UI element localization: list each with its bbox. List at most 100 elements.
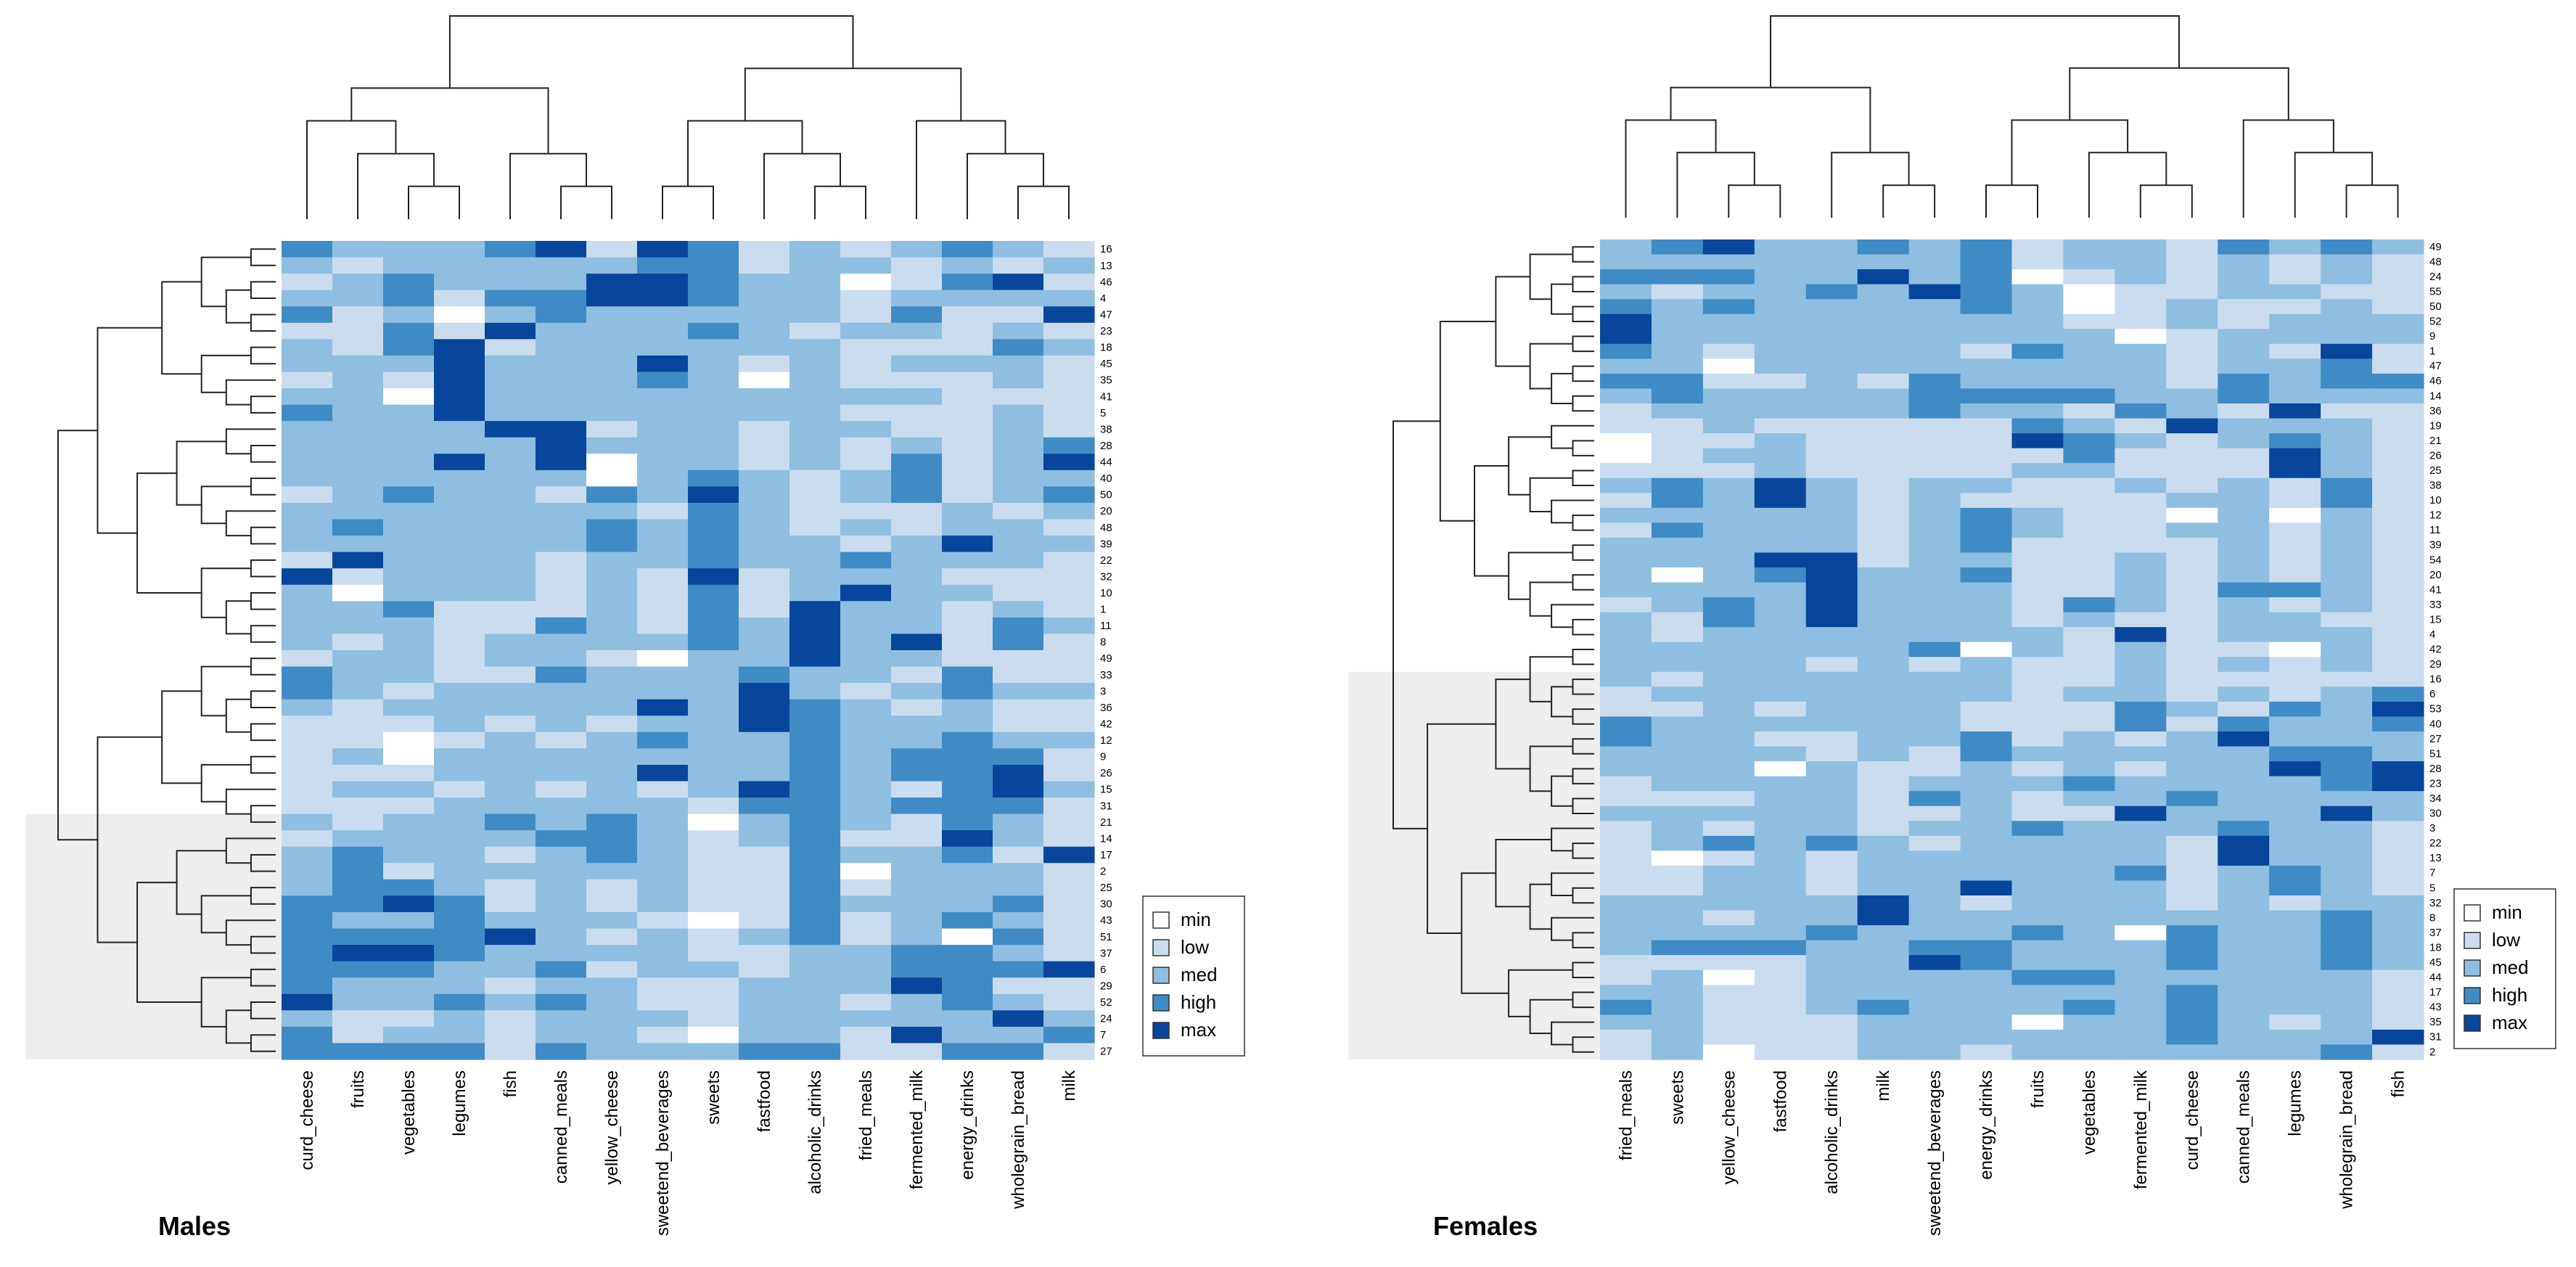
heatmap-cell — [586, 536, 638, 553]
heatmap-cell — [2114, 910, 2167, 926]
heatmap-cell — [688, 257, 739, 274]
heatmap-cell — [383, 748, 435, 766]
heatmap-cell — [1651, 597, 1704, 613]
heatmap-cell — [942, 715, 993, 733]
heatmap-cell — [332, 666, 384, 684]
legend-label: low — [2492, 929, 2520, 951]
heatmap-cell — [2372, 805, 2424, 821]
heatmap-cell — [688, 241, 739, 258]
heatmap-cell — [993, 404, 1044, 422]
heatmap-cell — [434, 863, 485, 880]
heatmap-cell — [688, 683, 739, 700]
heatmap-cell — [1908, 552, 1961, 568]
heatmap-cell — [383, 274, 435, 291]
heatmap-cell — [789, 388, 841, 406]
heatmap-cell — [485, 241, 536, 258]
heatmap-cell — [2218, 254, 2270, 270]
heatmap-cell — [2114, 761, 2167, 777]
heatmap-cell — [332, 306, 384, 324]
heatmap-cell — [1651, 313, 1704, 329]
heatmap-cell — [1600, 313, 1652, 329]
heatmap-cell — [2063, 507, 2115, 523]
heatmap-cell — [1857, 522, 1910, 538]
heatmap-cell — [789, 470, 841, 487]
heatmap-cell — [1857, 537, 1910, 554]
heatmap-cell — [2269, 582, 2321, 598]
row-label: 10 — [1100, 587, 1112, 599]
heatmap-cell — [1908, 418, 1961, 434]
heatmap-cell — [739, 404, 790, 422]
heatmap-cell — [1960, 329, 2013, 345]
heatmap-cell — [1960, 313, 2013, 329]
heatmap-cell — [332, 470, 384, 487]
row-dendrogram-branch — [250, 281, 276, 299]
heatmap-cell — [2063, 567, 2115, 583]
heatmap-cell — [2218, 343, 2270, 359]
heatmap-cell — [383, 993, 435, 1011]
heatmap-cell — [840, 961, 892, 978]
heatmap-cell — [789, 715, 841, 733]
legend-label: max — [1181, 1019, 1216, 1041]
heatmap-cell — [1651, 1029, 1704, 1046]
heatmap-cell — [2114, 627, 2167, 643]
heatmap-cell — [282, 813, 333, 831]
heatmap-cell — [1651, 716, 1704, 732]
heatmap-cell — [891, 568, 943, 586]
heatmap-cell — [1754, 821, 1807, 837]
heatmap-cell — [383, 830, 435, 848]
heatmap-cell — [485, 731, 536, 749]
heatmap-cell — [2218, 522, 2270, 538]
heatmap-cell — [1600, 925, 1652, 941]
heatmap-cell — [1754, 805, 1807, 821]
heatmap-cell — [789, 911, 841, 930]
heatmap-cell — [891, 584, 943, 602]
heatmap-cell — [1702, 627, 1755, 643]
legend-swatch — [1152, 1022, 1170, 1039]
heatmap-cell — [332, 846, 384, 864]
heatmap-cell — [2321, 657, 2373, 673]
heatmap-cell — [2269, 895, 2321, 911]
heatmap-cell — [1754, 627, 1807, 643]
heatmap-cell — [2011, 1014, 2064, 1030]
heatmap-cell — [739, 372, 790, 389]
heatmap-cell — [840, 290, 892, 307]
heatmap-cell — [840, 306, 892, 324]
heatmap-cell — [993, 1010, 1044, 1028]
heatmap-cell — [2269, 537, 2321, 554]
heatmap-cell — [1702, 910, 1755, 926]
heatmap-cell — [485, 879, 536, 896]
heatmap-cell — [536, 388, 587, 406]
column-label: alcoholic_drinks — [805, 1070, 825, 1194]
heatmap-cell — [2321, 597, 2373, 613]
heatmap-cell — [1754, 791, 1807, 807]
heatmap-cell — [993, 274, 1044, 291]
heatmap-cell — [2166, 999, 2218, 1015]
heatmap-cell — [688, 797, 739, 815]
heatmap-cell — [485, 404, 536, 422]
heatmap-cell — [282, 846, 333, 864]
heatmap-cell — [1805, 582, 1858, 598]
heatmap-cell — [2372, 358, 2424, 374]
heatmap-cell — [1805, 940, 1858, 956]
column-label: fruits — [2028, 1070, 2048, 1108]
heatmap-cell — [789, 502, 841, 520]
row-label: 37 — [2429, 927, 2442, 939]
heatmap-cell — [1702, 448, 1755, 464]
heatmap-cell — [942, 536, 993, 553]
heatmap-cell — [332, 486, 384, 504]
heatmap-cell — [536, 650, 587, 668]
heatmap-cell — [789, 306, 841, 324]
row-label: 48 — [1100, 522, 1112, 534]
heatmap-cell — [2011, 910, 2064, 926]
heatmap-cell — [1857, 925, 1910, 941]
heatmap-cell — [586, 486, 638, 504]
heatmap-cell — [1805, 761, 1858, 777]
heatmap-cell — [637, 748, 689, 766]
heatmap-cell — [1600, 507, 1652, 523]
heatmap-cell — [1043, 290, 1095, 307]
heatmap-cell — [2011, 254, 2064, 270]
row-label: 30 — [2429, 808, 2442, 820]
heatmap-cell — [1043, 601, 1095, 618]
row-label: 44 — [2429, 972, 2442, 984]
row-dendrogram-branch — [1572, 440, 1594, 456]
